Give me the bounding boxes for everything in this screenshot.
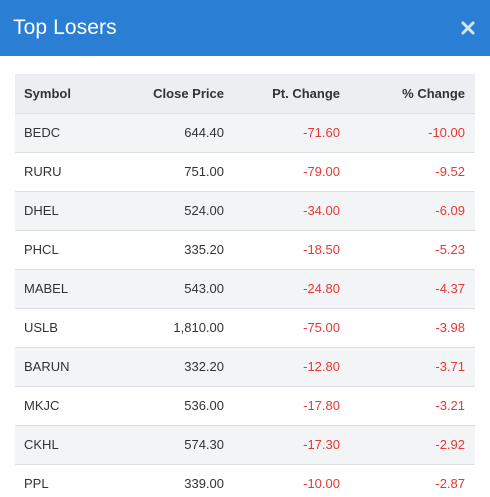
cell-pt-change: -34.00 [303, 203, 340, 218]
cell-close-price: 335.20 [184, 242, 224, 257]
close-button[interactable] [456, 16, 480, 40]
cell-pt-change: -24.80 [303, 281, 340, 296]
cell-pct-change: -6.09 [435, 203, 465, 218]
cell-symbol: MABEL [24, 281, 69, 296]
cell-close-price: 574.30 [184, 437, 224, 452]
table-row[interactable]: DHEL 524.00 -34.00 -6.09 [15, 191, 475, 230]
table-row[interactable]: USLB 1,810.00 -75.00 -3.98 [15, 308, 475, 347]
table-row[interactable]: MABEL 543.00 -24.80 -4.37 [15, 269, 475, 308]
cell-close-price: 332.20 [184, 359, 224, 374]
losers-table-container: Symbol Close Price Pt. Change % Change B… [15, 74, 475, 497]
cell-close-price: 543.00 [184, 281, 224, 296]
cell-close-price: 536.00 [184, 398, 224, 413]
cell-pct-change: -3.98 [435, 320, 465, 335]
cell-close-price: 1,810.00 [173, 320, 224, 335]
cell-symbol: USLB [24, 320, 58, 335]
cell-symbol: DHEL [24, 203, 59, 218]
cell-symbol: RURU [24, 164, 62, 179]
cell-pct-change: -4.37 [435, 281, 465, 296]
cell-symbol: PHCL [24, 242, 59, 257]
cell-pct-change: -3.71 [435, 359, 465, 374]
cell-pt-change: -18.50 [303, 242, 340, 257]
table-header-row: Symbol Close Price Pt. Change % Change [15, 74, 475, 113]
cell-pct-change: -3.21 [435, 398, 465, 413]
table-row[interactable]: BEDC 644.40 -71.60 -10.00 [15, 113, 475, 152]
cell-pct-change: -2.87 [435, 476, 465, 492]
cell-symbol: PPL [24, 476, 49, 492]
cell-close-price: 524.00 [184, 203, 224, 218]
cell-symbol: MKJC [24, 398, 60, 413]
cell-pt-change: -17.80 [303, 398, 340, 413]
cell-pct-change: -9.52 [435, 164, 465, 179]
modal-header: Top Losers [0, 0, 490, 56]
table-row[interactable]: PHCL 335.20 -18.50 -5.23 [15, 230, 475, 269]
table-row[interactable]: RURU 751.00 -79.00 -9.52 [15, 152, 475, 191]
cell-symbol: BARUN [24, 359, 70, 374]
cell-close-price: 644.40 [184, 125, 224, 140]
table-row[interactable]: CKHL 574.30 -17.30 -2.92 [15, 425, 475, 464]
table-row[interactable]: MKJC 536.00 -17.80 -3.21 [15, 386, 475, 425]
cell-pt-change: -79.00 [303, 164, 340, 179]
modal-title: Top Losers [13, 16, 117, 39]
cell-pt-change: -17.30 [303, 437, 340, 452]
losers-table: Symbol Close Price Pt. Change % Change B… [15, 74, 475, 497]
close-icon [461, 21, 475, 35]
table-row[interactable]: PPL 339.00 -10.00 -2.87 [15, 464, 475, 497]
cell-pt-change: -12.80 [303, 359, 340, 374]
cell-close-price: 339.00 [184, 476, 224, 492]
cell-symbol: BEDC [24, 125, 61, 140]
cell-pt-change: -10.00 [303, 476, 340, 492]
cell-pct-change: -5.23 [435, 242, 465, 257]
cell-symbol: CKHL [24, 437, 59, 452]
header-pt-change: Pt. Change [272, 85, 340, 101]
cell-pt-change: -71.60 [303, 125, 340, 140]
cell-pct-change: -2.92 [435, 437, 465, 452]
header-close-price: Close Price [153, 85, 224, 101]
cell-close-price: 751.00 [184, 164, 224, 179]
table-row[interactable]: BARUN 332.20 -12.80 -3.71 [15, 347, 475, 386]
header-pct-change: % Change [402, 85, 465, 101]
cell-pt-change: -75.00 [303, 320, 340, 335]
cell-pct-change: -10.00 [428, 125, 465, 140]
header-symbol: Symbol [24, 85, 71, 101]
